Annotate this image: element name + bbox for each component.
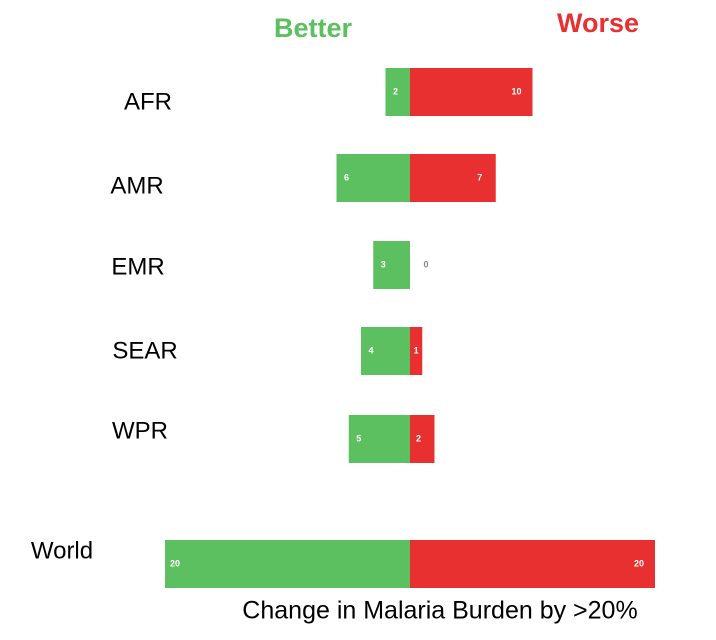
value-label: 10 [511, 86, 521, 96]
category-label: SEAR [112, 337, 177, 364]
value-label: 5 [356, 433, 361, 443]
value-label: 6 [344, 172, 349, 182]
value-label: 20 [170, 558, 180, 568]
bar-worse [410, 540, 655, 588]
value-label: 4 [368, 345, 373, 355]
category-label: EMR [111, 253, 164, 280]
legend-worse: Worse [557, 8, 639, 38]
bar-worse [410, 415, 435, 463]
category-label: AMR [110, 172, 163, 199]
legend-better: Better [274, 13, 353, 43]
x-axis-label: Change in Malaria Burden by >20% [242, 597, 637, 625]
category-label: World [31, 537, 93, 564]
value-label: 0 [423, 259, 428, 269]
value-label: 2 [393, 86, 398, 96]
bar-worse [410, 327, 423, 375]
bar-better [361, 327, 410, 375]
bar-better [348, 415, 410, 463]
bar-better [385, 68, 410, 116]
bar-better [336, 154, 410, 202]
category-label: AFR [124, 88, 172, 115]
value-label: 1 [414, 345, 419, 355]
value-label: 20 [634, 558, 644, 568]
bar-worse [410, 154, 496, 202]
bar-better [165, 540, 410, 588]
value-label: 7 [477, 172, 482, 182]
value-label: 3 [381, 259, 386, 269]
bar-better [373, 241, 410, 289]
value-label: 2 [416, 433, 421, 443]
bar-worse [410, 68, 533, 116]
category-label: WPR [112, 417, 168, 444]
